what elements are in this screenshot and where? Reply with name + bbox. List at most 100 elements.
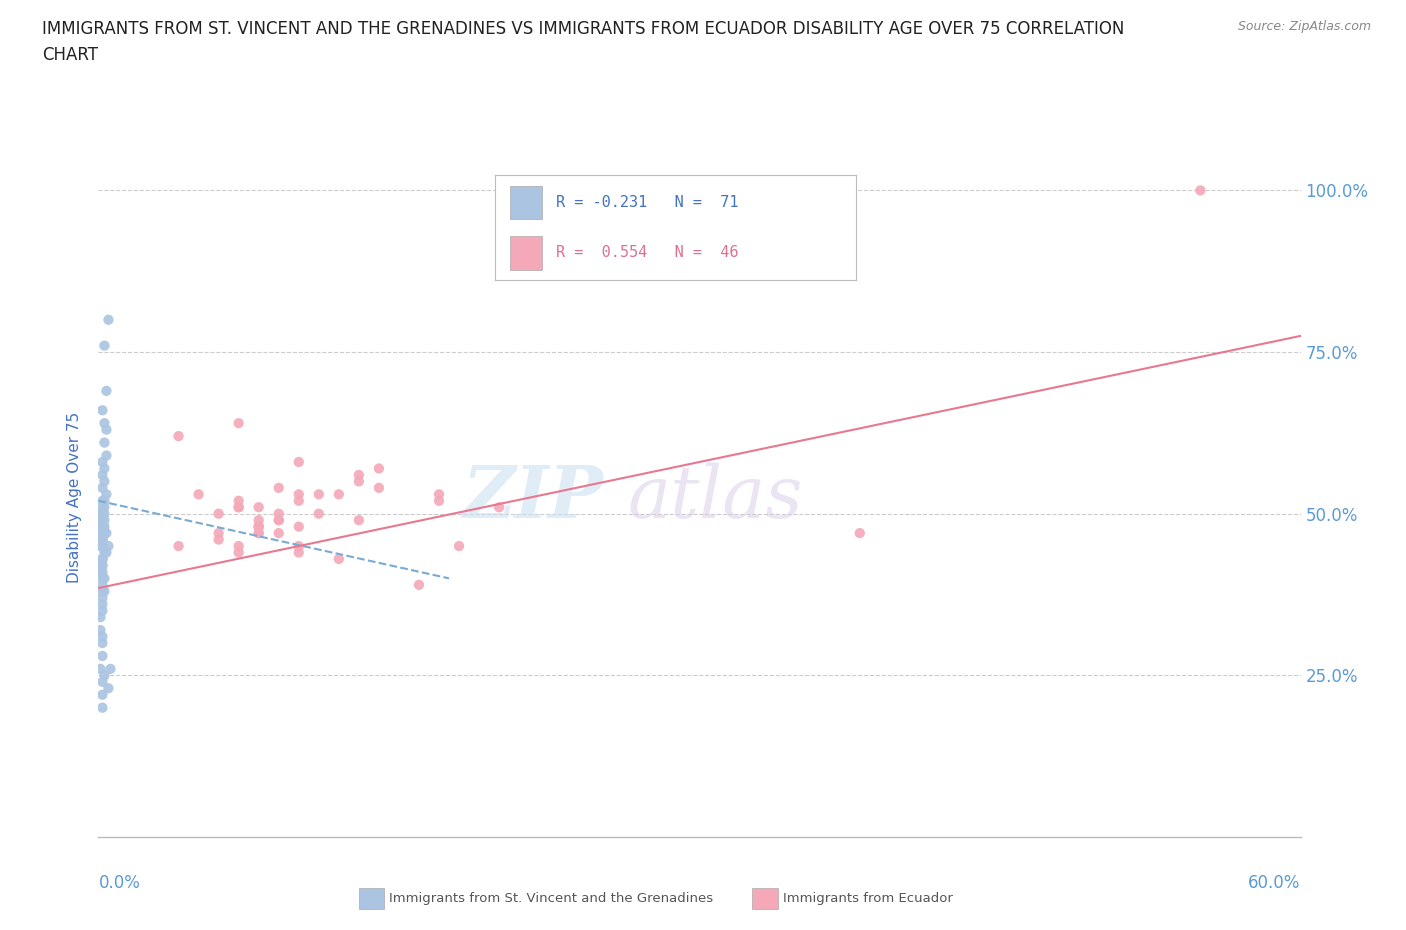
Point <box>91 499 114 514</box>
Point <box>208 532 231 547</box>
Point <box>97 681 120 696</box>
Point <box>308 487 330 502</box>
Point <box>91 506 114 521</box>
Text: 60.0%: 60.0% <box>1249 874 1301 893</box>
Point <box>328 487 350 502</box>
Point <box>93 499 115 514</box>
Point <box>427 493 450 508</box>
Point <box>288 538 311 553</box>
Point <box>228 499 250 514</box>
Point <box>91 532 114 547</box>
Point <box>93 571 115 586</box>
Point <box>97 312 120 327</box>
Point <box>288 545 311 560</box>
Point <box>91 571 114 586</box>
Point <box>93 435 115 450</box>
Point <box>91 635 114 650</box>
Point <box>228 499 250 514</box>
Point <box>91 519 114 534</box>
Y-axis label: Disability Age Over 75: Disability Age Over 75 <box>67 412 83 583</box>
Text: Source: ZipAtlas.com: Source: ZipAtlas.com <box>1237 20 1371 33</box>
Point <box>89 512 111 527</box>
Point <box>91 525 114 540</box>
Point <box>228 416 250 431</box>
Point <box>91 538 114 553</box>
Point <box>267 506 290 521</box>
Point <box>91 629 114 644</box>
Point <box>288 493 311 508</box>
Point <box>328 551 350 566</box>
Point <box>91 481 114 496</box>
Point <box>91 558 114 573</box>
Point <box>267 512 290 527</box>
Point <box>247 512 270 527</box>
Point <box>91 538 114 553</box>
Point <box>247 525 270 540</box>
Point <box>91 674 114 689</box>
Point <box>91 558 114 573</box>
Point <box>91 512 114 527</box>
Point <box>347 468 370 483</box>
Point <box>247 525 270 540</box>
Point <box>93 461 115 476</box>
Point <box>93 584 115 599</box>
Point <box>447 538 470 553</box>
Point <box>368 461 391 476</box>
Text: Immigrants from St. Vincent and the Grenadines: Immigrants from St. Vincent and the Gren… <box>389 892 714 905</box>
Point <box>228 493 250 508</box>
Point <box>93 416 115 431</box>
Point <box>91 532 114 547</box>
Point <box>91 519 114 534</box>
Point <box>93 474 115 489</box>
Point <box>267 512 290 527</box>
Point <box>91 403 114 418</box>
Point <box>91 584 114 599</box>
Point <box>89 661 111 676</box>
Point <box>91 578 114 592</box>
Point <box>91 519 114 534</box>
Point <box>91 493 114 508</box>
Point <box>91 455 114 470</box>
Point <box>347 512 370 527</box>
Point <box>100 661 122 676</box>
Point <box>91 532 114 547</box>
Point <box>91 700 114 715</box>
Point <box>96 383 118 398</box>
Point <box>208 525 231 540</box>
Text: ZIP: ZIP <box>463 462 603 533</box>
Point <box>96 545 118 560</box>
Point <box>267 525 290 540</box>
Point <box>228 545 250 560</box>
Point <box>93 519 115 534</box>
Point <box>247 519 270 534</box>
Point <box>97 538 120 553</box>
Point <box>96 448 118 463</box>
Point <box>368 481 391 496</box>
Point <box>91 525 114 540</box>
Point <box>247 519 270 534</box>
Point <box>89 532 111 547</box>
Point <box>187 487 209 502</box>
Point <box>167 429 190 444</box>
Text: IMMIGRANTS FROM ST. VINCENT AND THE GRENADINES VS IMMIGRANTS FROM ECUADOR DISABI: IMMIGRANTS FROM ST. VINCENT AND THE GREN… <box>42 20 1125 38</box>
Point <box>89 610 111 625</box>
Point <box>308 506 330 521</box>
Point <box>91 512 114 527</box>
Point <box>91 591 114 605</box>
Point <box>91 525 114 540</box>
Point <box>288 519 311 534</box>
Point <box>93 493 115 508</box>
Point <box>96 525 118 540</box>
Point <box>488 499 510 514</box>
Point <box>91 551 114 566</box>
Point <box>93 525 115 540</box>
Point <box>347 474 370 489</box>
Point <box>247 499 270 514</box>
Point <box>91 551 114 566</box>
Point <box>89 506 111 521</box>
Point <box>96 422 118 437</box>
Point <box>93 512 115 527</box>
Point <box>89 538 111 553</box>
Point <box>91 551 114 566</box>
Point <box>167 538 190 553</box>
